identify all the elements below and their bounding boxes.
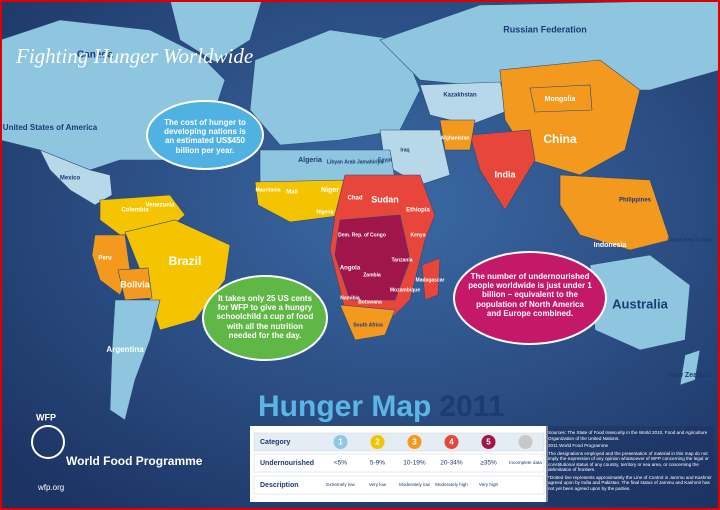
- country-label: Mongolia: [545, 96, 576, 103]
- category-number: 1: [338, 438, 343, 447]
- category-number: 5: [486, 438, 491, 447]
- callout: The number of undernourished people worl…: [468, 272, 592, 318]
- category-description: Very low: [369, 482, 387, 487]
- country-label: Mozambique: [390, 287, 420, 293]
- country-label: Kazakhstan: [443, 93, 477, 99]
- source-note: *Dotted line represents approximately th…: [548, 474, 712, 491]
- category-description: Extremely low: [326, 482, 355, 487]
- country-label: Brazil: [169, 254, 202, 268]
- country-label: Ethiopia: [406, 208, 430, 214]
- country-labels: Canada United States of America Mexico Colo…: [3, 24, 713, 378]
- legend-row-bg: [253, 453, 545, 473]
- category-swatch: [444, 435, 459, 449]
- category-description: Moderately low: [399, 482, 431, 487]
- sources-box: [546, 426, 714, 506]
- undernourished-range: 5-9%: [370, 460, 385, 467]
- category-number: 3: [412, 438, 417, 447]
- country-label: Mexico: [60, 176, 81, 182]
- logo-url: wfp.org: [37, 483, 64, 492]
- map-name: Hunger Map: [258, 390, 431, 423]
- country-label: Afghanistan: [441, 135, 470, 141]
- callout-bubble: [453, 251, 607, 345]
- undernourished-range: ≥35%: [480, 460, 497, 467]
- category-swatch: [333, 435, 348, 449]
- logo-name: World Food Programme: [66, 454, 203, 468]
- country-label: Egypt: [378, 157, 392, 163]
- country-label: Zambia: [363, 272, 381, 278]
- category-swatch: [518, 435, 533, 449]
- legend-row-header: Undernourished: [260, 460, 314, 467]
- category-swatch: [370, 435, 385, 449]
- country-label: Niger: [321, 187, 339, 194]
- country-label: Kenya: [410, 232, 425, 238]
- country-label: Indonesia: [594, 242, 627, 249]
- legend-row-header: Category: [260, 439, 290, 446]
- page-title: Fighting Hunger Worldwide: [15, 44, 253, 68]
- country-label: Philippines: [619, 198, 652, 204]
- sources: Sources: The State of Food Insecurity in…: [548, 430, 712, 493]
- country-label: Canada: [77, 50, 114, 61]
- callout: It takes only 25 US cents for WFP to giv…: [216, 294, 314, 340]
- country-label: Madagascar: [416, 277, 445, 283]
- country-label: Australia: [612, 296, 668, 311]
- legend-row-bg: [253, 432, 545, 452]
- country-label: Argentina: [106, 345, 144, 354]
- category-description: Very high: [479, 482, 499, 487]
- country-label: Peru: [98, 256, 112, 262]
- country-label: Dem. Rep. of Congo: [338, 232, 386, 238]
- country-label: Botswana: [358, 299, 382, 305]
- country-label: Namibia: [340, 295, 360, 301]
- category-swatch: [407, 435, 422, 449]
- logo: WFP World Food Programme wfp.org: [31, 412, 203, 492]
- source-note: Sources: The State of Food Insecurity in…: [548, 430, 708, 441]
- country-label: China: [543, 132, 577, 146]
- category-swatch: [481, 435, 496, 449]
- country-label: United States of America: [3, 123, 98, 132]
- country-label: Algeria: [298, 157, 322, 164]
- undernourished-range: 20-34%: [440, 460, 463, 467]
- source-note: The designations employed and the presen…: [548, 450, 709, 473]
- country-label: India: [494, 169, 516, 179]
- undernourished-range: 10-19%: [403, 460, 426, 467]
- country-label: New Zealand: [669, 372, 712, 379]
- landmasses: [0, 0, 720, 421]
- callout: The cost of hunger to developing nations…: [164, 118, 246, 155]
- legend-row-bg: [253, 475, 545, 495]
- undernourished-range: Incomplete data: [509, 460, 542, 465]
- country-label: Libyan Arab Jamahiriya: [327, 159, 383, 165]
- country-label: Mali: [286, 190, 298, 196]
- callout-bubble: [202, 275, 328, 361]
- country-label: Angola: [340, 266, 361, 272]
- country-label: Papua New Guinea: [667, 237, 712, 243]
- map-year: 2011: [439, 390, 504, 423]
- category-number: 4: [449, 438, 454, 447]
- country-label: Tanzania: [391, 257, 412, 263]
- legend-row-header: Description: [260, 482, 299, 489]
- country-label: Venezuela: [145, 203, 175, 209]
- country-label: Bolivia: [120, 279, 151, 289]
- legend: Category Undernourished Description 1 <5% Ext…: [253, 432, 545, 495]
- callout-bubble: [146, 100, 264, 170]
- country-label: Colombia: [121, 208, 149, 214]
- map-heading: Hunger Map 2011: [258, 390, 504, 423]
- category-number: 2: [375, 438, 380, 447]
- country-label: Russian Federation: [503, 24, 587, 34]
- country-label: Sudan: [371, 194, 399, 204]
- country-label: Chad: [348, 196, 363, 202]
- category-description: Moderately high: [435, 482, 468, 487]
- source-note: 2011 World Food Programme: [548, 443, 609, 448]
- country-label: Nigeria: [317, 209, 334, 215]
- logo-emblem: [31, 425, 65, 459]
- country-label: Iraq: [400, 147, 409, 153]
- logo-acronym: WFP: [36, 412, 56, 422]
- country-label: South Africa: [353, 322, 383, 328]
- undernourished-range: <5%: [334, 460, 347, 467]
- country-label: Mauritania: [255, 187, 280, 193]
